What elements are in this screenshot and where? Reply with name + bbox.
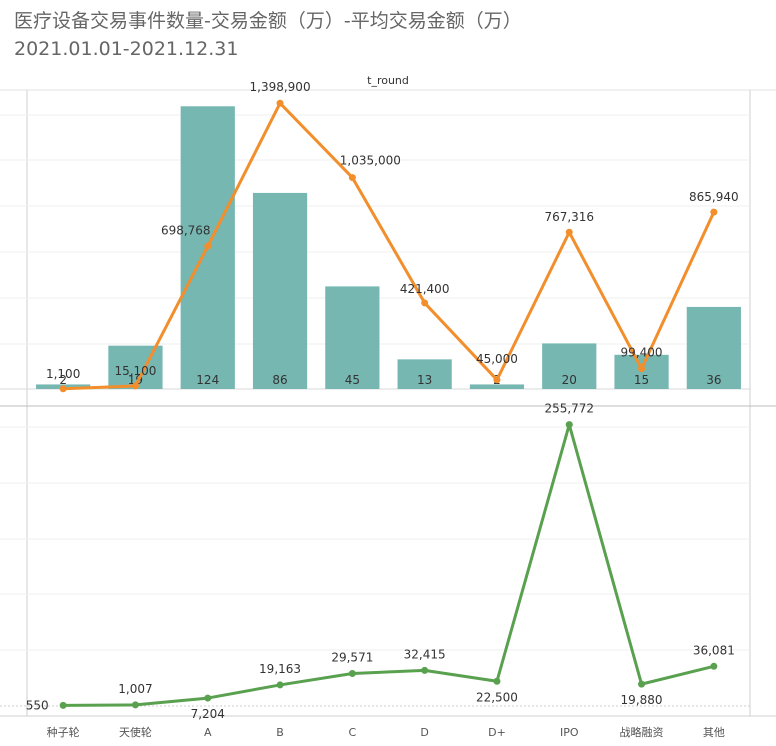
line-label: 1,007 xyxy=(118,682,152,696)
line-point xyxy=(421,666,429,674)
average-amount-labels: 1,100 15,100 698,768 1,398,900 1,035,000 421,… xyxy=(46,80,739,381)
x-tick-label: 种子轮 xyxy=(47,725,80,739)
line-point xyxy=(493,677,501,685)
line-label: 698,768 xyxy=(161,223,211,237)
line-label: 767,316 xyxy=(544,210,594,224)
line-label: 36,081 xyxy=(693,643,735,657)
line-point xyxy=(348,669,356,677)
chart-frame xyxy=(0,89,776,717)
line-point xyxy=(348,174,356,182)
line-label: 99,400 xyxy=(621,346,663,360)
line-point xyxy=(421,299,429,307)
line-point xyxy=(565,421,573,429)
x-tick-label: 其他 xyxy=(703,726,725,739)
bar xyxy=(325,286,380,389)
x-tick-label: C xyxy=(349,726,357,739)
x-tick-label: IPO xyxy=(560,726,579,739)
line-label: 29,571 xyxy=(331,650,373,664)
average-amount-line xyxy=(59,99,718,393)
line-label: 22,500 xyxy=(476,690,518,704)
series-line xyxy=(63,101,716,391)
bar-label: 13 xyxy=(417,373,432,387)
line-point xyxy=(204,242,212,250)
line-label: 32,415 xyxy=(404,647,446,661)
chart-subtitle: 2021.01.01-2021.12.31 xyxy=(14,38,239,60)
bar-label: 86 xyxy=(272,373,287,387)
line-point xyxy=(276,99,284,107)
line-point xyxy=(638,365,646,373)
bar-series xyxy=(36,106,741,389)
line-point xyxy=(710,662,718,670)
bar xyxy=(469,384,525,389)
line-point xyxy=(204,694,212,702)
line-label: 1,035,000 xyxy=(340,154,401,168)
bar xyxy=(686,306,741,389)
bar-label: 45 xyxy=(345,373,360,387)
bar-label: 15 xyxy=(634,373,649,387)
line-point xyxy=(131,701,139,709)
line-point xyxy=(493,376,501,384)
line-point xyxy=(59,701,67,709)
bar-label: 20 xyxy=(562,373,577,387)
chart-header: t_round xyxy=(367,74,409,87)
line-label: 7,204 xyxy=(191,707,225,721)
line-label: 421,400 xyxy=(400,282,450,296)
line-label: 45,000 xyxy=(476,352,518,366)
x-tick-label: 天使轮 xyxy=(119,725,152,739)
line-point xyxy=(131,382,139,390)
line-label: 550 xyxy=(26,698,49,712)
transaction-amount-line xyxy=(59,421,718,709)
x-axis-tick-labels: 种子轮 天使轮 A B C D D+ IPO 战略融资 其他 xyxy=(47,725,725,739)
bar xyxy=(397,359,452,389)
bar xyxy=(252,192,308,389)
line-label: 19,163 xyxy=(259,662,301,676)
line-label: 255,772 xyxy=(544,402,594,416)
x-tick-label: 战略融资 xyxy=(620,725,664,739)
x-tick-label: B xyxy=(276,726,284,739)
bar-label: 36 xyxy=(706,373,721,387)
transaction-amount-labels: 550 1,007 7,204 19,163 29,571 32,415 22,500 255… xyxy=(26,402,735,721)
x-tick-label: D xyxy=(420,726,428,739)
line-label: 1,100 xyxy=(46,367,80,381)
chart-title: 医疗设备交易事件数量-交易金额（万）-平均交易金额（万） xyxy=(14,10,522,32)
x-tick-label: A xyxy=(204,726,212,739)
line-point xyxy=(638,680,646,688)
line-label: 865,940 xyxy=(689,190,739,204)
line-label: 1,398,900 xyxy=(250,80,311,94)
line-point xyxy=(59,385,67,393)
bar xyxy=(542,343,597,389)
line-point xyxy=(710,208,718,216)
line-label: 15,100 xyxy=(114,364,156,378)
x-tick-label: D+ xyxy=(488,726,506,739)
line-point xyxy=(276,681,284,689)
bar-label: 2 xyxy=(59,373,67,387)
line-point xyxy=(565,228,573,236)
series-line xyxy=(63,423,715,707)
line-label: 19,880 xyxy=(621,693,663,707)
bar-label: 124 xyxy=(196,373,219,387)
